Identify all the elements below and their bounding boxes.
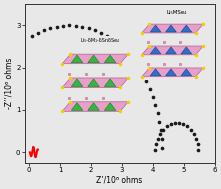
Point bbox=[36, 32, 40, 35]
Point bbox=[154, 143, 158, 146]
Point bbox=[189, 128, 193, 131]
Point bbox=[158, 120, 161, 123]
Point bbox=[105, 35, 109, 38]
Point bbox=[194, 137, 198, 140]
Point bbox=[141, 73, 144, 76]
Point bbox=[87, 27, 90, 30]
Point bbox=[68, 24, 71, 27]
Point bbox=[160, 138, 163, 141]
Point bbox=[61, 24, 65, 27]
Point bbox=[151, 95, 154, 98]
Point bbox=[55, 25, 58, 28]
Point bbox=[99, 32, 103, 35]
Point bbox=[154, 103, 157, 106]
Point bbox=[154, 149, 157, 152]
Point bbox=[185, 125, 189, 128]
Y-axis label: -Z’’/10⁶ ohms: -Z’’/10⁶ ohms bbox=[4, 58, 13, 109]
Point bbox=[137, 66, 140, 69]
Point bbox=[145, 80, 148, 83]
Point bbox=[42, 29, 46, 32]
Point bbox=[192, 132, 196, 135]
Point bbox=[80, 25, 84, 28]
Point bbox=[165, 125, 168, 128]
Point bbox=[196, 143, 200, 146]
Point bbox=[148, 87, 151, 90]
Point bbox=[93, 29, 97, 32]
Point bbox=[177, 121, 181, 124]
Point bbox=[159, 129, 162, 132]
Point bbox=[48, 27, 52, 30]
Point bbox=[158, 132, 162, 135]
Point bbox=[161, 128, 165, 131]
Point bbox=[132, 60, 135, 63]
Point bbox=[156, 112, 159, 115]
Point bbox=[160, 146, 164, 149]
Point bbox=[169, 122, 172, 125]
Point bbox=[117, 43, 120, 46]
Point bbox=[30, 35, 33, 38]
Point bbox=[111, 39, 115, 42]
X-axis label: Z’/10⁶ ohms: Z’/10⁶ ohms bbox=[97, 176, 143, 185]
Point bbox=[156, 137, 159, 140]
Point bbox=[122, 48, 126, 51]
Point bbox=[74, 24, 78, 27]
Point bbox=[127, 53, 131, 57]
Point bbox=[181, 122, 185, 125]
Point bbox=[173, 121, 177, 124]
Point bbox=[197, 149, 200, 152]
